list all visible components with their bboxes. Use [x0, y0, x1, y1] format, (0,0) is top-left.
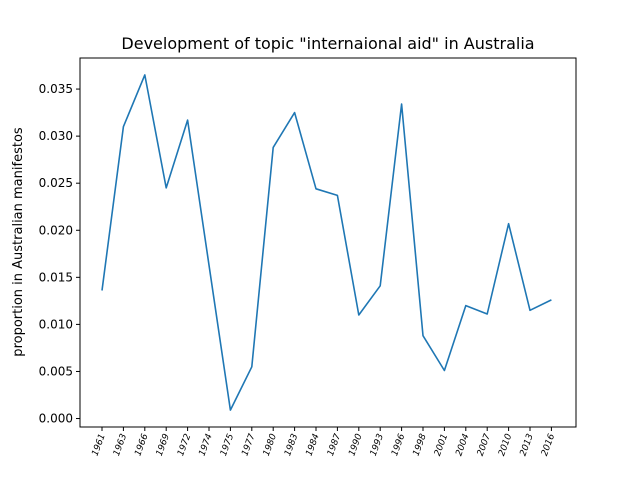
y-tick-label: 0.000: [39, 412, 73, 426]
x-axis: 1961 1963 1966 1969 1972 1974 1975 1977 1980 1983…: [91, 427, 557, 458]
chart-title: Development of topic "internaional aid" …: [121, 34, 534, 53]
y-tick-label: 0.010: [39, 317, 73, 331]
y-tick-label: 0.005: [39, 364, 73, 378]
y-axis-label: proportion in Australian manifestos: [11, 127, 26, 357]
y-tick-label: 0.025: [39, 176, 73, 190]
y-tick-label: 0.015: [39, 270, 73, 284]
plot-area: [79, 57, 577, 428]
y-tick-label: 0.020: [39, 223, 73, 237]
series-line: [101, 74, 552, 411]
y-axis: 0.000 0.005 0.010 0.015 0.020 0.025 0.030 0.035: [39, 82, 80, 426]
y-tick-label: 0.030: [39, 129, 73, 143]
y-tick-label: 0.035: [39, 82, 73, 96]
